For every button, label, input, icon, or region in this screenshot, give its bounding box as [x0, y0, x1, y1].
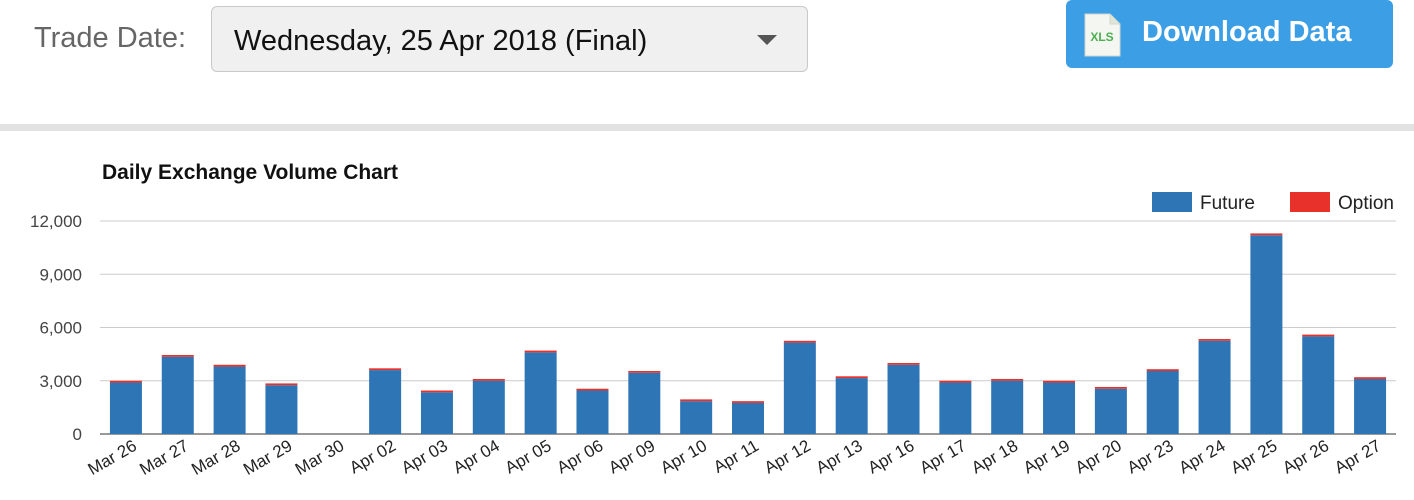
bar-future	[576, 390, 609, 434]
xls-file-icon: XLS	[1084, 13, 1121, 57]
bar-future	[835, 378, 868, 434]
bar-option	[213, 364, 246, 367]
chart-title: Daily Exchange Volume Chart	[102, 161, 398, 184]
x-tick-label: Apr 05	[502, 436, 555, 478]
x-tick-label: Apr 10	[657, 436, 710, 478]
bar-option	[680, 399, 713, 402]
y-tick-label: 0	[73, 425, 82, 444]
bar-future	[939, 382, 972, 434]
bar-future	[887, 364, 920, 434]
legend-swatch	[1152, 192, 1192, 212]
x-tick-label: Apr 16	[865, 436, 918, 478]
bar-future	[213, 366, 246, 434]
bar-future	[1146, 370, 1179, 434]
y-tick-label: 6,000	[39, 319, 82, 338]
bar-future	[991, 380, 1024, 434]
chevron-down-icon	[757, 35, 777, 45]
bar-future	[628, 372, 661, 434]
x-tick-label: Mar 30	[292, 436, 347, 479]
bar-option	[472, 378, 505, 381]
bar-option	[1250, 233, 1283, 236]
trade-date-label: Trade Date:	[34, 22, 187, 54]
bar-future	[732, 402, 764, 434]
x-tick-label: Apr 24	[1176, 436, 1229, 478]
x-tick-label: Apr 18	[968, 436, 1021, 478]
x-tick-label: Apr 03	[398, 436, 451, 478]
bar-option	[369, 368, 402, 371]
trade-date-value: Wednesday, 25 Apr 2018 (Final)	[234, 25, 648, 57]
legend-label: Option	[1338, 193, 1394, 214]
x-tick-label: Mar 26	[85, 436, 140, 479]
bar-future	[1198, 340, 1231, 434]
download-data-label: Download Data	[1142, 16, 1352, 48]
section-divider	[0, 124, 1414, 131]
bar-future	[783, 342, 816, 434]
y-tick-label: 3,000	[39, 372, 82, 391]
download-data-button[interactable]: XLS Download Data	[1066, 0, 1393, 68]
x-tick-label: Mar 29	[240, 436, 295, 479]
bar-option	[576, 388, 609, 391]
trade-date-dropdown[interactable]: Wednesday, 25 Apr 2018 (Final)	[211, 6, 808, 72]
bar-option	[109, 380, 142, 383]
bar-future	[1354, 378, 1387, 434]
bar-option	[835, 376, 868, 379]
chart-legend: Future Option	[1152, 192, 1394, 214]
bar-option	[420, 390, 453, 393]
bar-future	[109, 382, 142, 434]
bar-option	[1302, 334, 1335, 337]
bar-option	[887, 363, 920, 365]
bar-future	[369, 370, 402, 434]
x-tick-label: Apr 20	[1072, 436, 1125, 478]
x-tick-label: Apr 13	[813, 436, 866, 478]
x-tick-label: Apr 12	[761, 436, 814, 478]
x-tick-label: Apr 11	[710, 436, 762, 477]
x-tick-label: Apr 26	[1279, 436, 1332, 478]
x-tick-label: Mar 27	[136, 436, 191, 479]
xls-icon-text: XLS	[1090, 30, 1113, 44]
bar-future	[1250, 235, 1283, 434]
x-tick-label: Apr 02	[346, 436, 399, 478]
legend-swatch	[1290, 192, 1330, 212]
bar-option	[1043, 380, 1076, 383]
bar-option	[1146, 369, 1179, 371]
bar-future	[420, 392, 453, 434]
bar-option	[628, 370, 661, 373]
x-tick-label: Apr 06	[554, 436, 607, 478]
bar-option	[732, 401, 764, 403]
legend-label: Future	[1200, 193, 1255, 214]
daily-volume-chart: Daily Exchange Volume Chart 0 3,000 6,000 9…	[30, 161, 1396, 479]
bar-option	[1198, 339, 1231, 341]
chart-grid	[100, 220, 1396, 435]
bar-future	[1043, 382, 1076, 434]
bar-future	[472, 380, 505, 434]
bar-future	[680, 401, 713, 434]
x-tick-label: Mar 28	[188, 436, 243, 479]
bar-option	[991, 378, 1024, 381]
toolbar: Trade Date: Wednesday, 25 Apr 2018 (Fina…	[0, 0, 1414, 124]
y-tick-label: 9,000	[39, 265, 82, 284]
bar-option	[1354, 377, 1387, 379]
bar-option	[783, 340, 816, 343]
bar-future	[1302, 336, 1335, 434]
x-tick-label: Apr 23	[1124, 436, 1177, 478]
bar-option	[1094, 386, 1127, 389]
bar-future	[524, 352, 557, 434]
bar-future	[265, 385, 298, 434]
x-tick-label: Apr 09	[605, 436, 658, 478]
bar-option	[939, 380, 972, 383]
x-tick-label: Apr 25	[1228, 436, 1281, 478]
x-tick-label: Apr 04	[450, 436, 503, 478]
bar-option	[524, 350, 557, 353]
x-tick-label: Apr 19	[1020, 436, 1073, 478]
chart-bars	[109, 233, 1387, 434]
bar-future	[1094, 388, 1127, 434]
y-tick-label: 12,000	[30, 212, 82, 231]
x-tick-label: Apr 27	[1331, 436, 1384, 478]
bar-option	[161, 355, 194, 357]
bar-option	[265, 383, 298, 386]
y-axis: 0 3,000 6,000 9,000 12,000	[30, 212, 82, 444]
bar-future	[161, 356, 194, 434]
x-tick-label: Apr 17	[916, 436, 969, 478]
